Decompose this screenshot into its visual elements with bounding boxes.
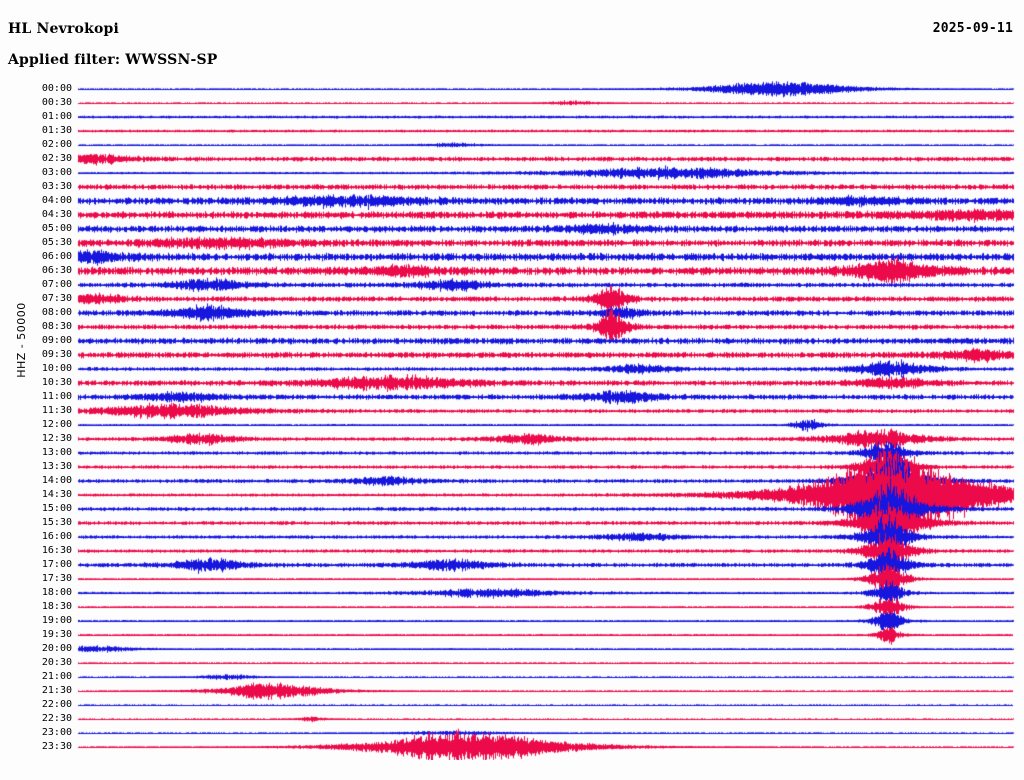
page-title: HL Nevrokopi: [8, 21, 120, 37]
seismic-trace-canvas: [0, 80, 1024, 760]
helicorder-plot: [0, 80, 1024, 760]
applied-filter-label: Applied filter: WWSSN-SP: [8, 52, 218, 68]
chart-date-label: 2025-09-11: [932, 21, 1013, 36]
